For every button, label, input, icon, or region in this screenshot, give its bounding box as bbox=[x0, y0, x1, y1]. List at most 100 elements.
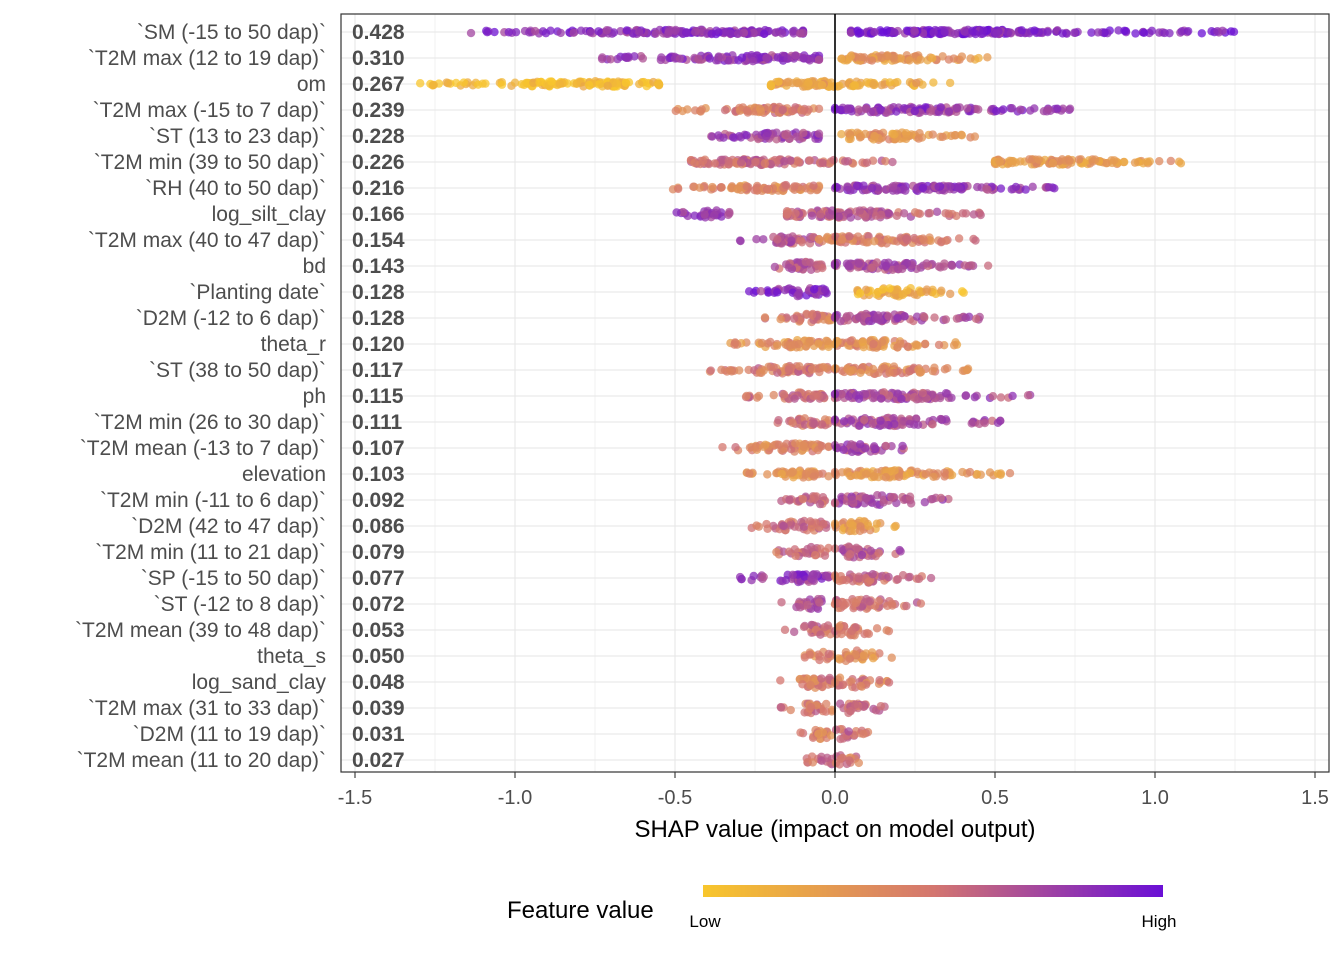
shap-point bbox=[760, 29, 769, 39]
shap-point bbox=[809, 285, 819, 294]
shap-point bbox=[961, 313, 970, 323]
shap-point bbox=[569, 28, 578, 37]
shap-point bbox=[749, 571, 758, 581]
shap-point bbox=[1229, 27, 1239, 37]
shap-point bbox=[854, 758, 864, 768]
shap-point bbox=[912, 78, 921, 88]
shap-point bbox=[859, 729, 868, 739]
shap-point bbox=[993, 418, 1003, 427]
shap-point bbox=[490, 27, 499, 37]
importance-value: 0.228 bbox=[352, 125, 405, 148]
shap-point bbox=[914, 574, 924, 584]
shap-point bbox=[982, 184, 991, 194]
shap-point bbox=[854, 259, 863, 268]
shap-point bbox=[826, 731, 836, 740]
shap-point bbox=[837, 544, 846, 553]
shap-point bbox=[1183, 26, 1193, 36]
shap-point bbox=[837, 235, 847, 244]
feature-label: `T2M min (-11 to 6 dap)` bbox=[100, 489, 326, 512]
shap-point bbox=[838, 753, 847, 763]
shap-point bbox=[892, 107, 901, 116]
shap-point bbox=[971, 236, 980, 245]
shap-point bbox=[788, 418, 797, 428]
shap-point bbox=[779, 390, 789, 399]
shap-point bbox=[817, 420, 827, 429]
shap-point bbox=[1100, 28, 1109, 37]
feature-row-points bbox=[705, 361, 973, 379]
shap-point bbox=[842, 575, 851, 585]
shap-point bbox=[913, 341, 923, 350]
shap-point bbox=[928, 54, 937, 63]
shap-point bbox=[845, 756, 854, 765]
shap-point bbox=[920, 312, 929, 322]
feature-label: log_silt_clay bbox=[212, 203, 327, 226]
shap-point bbox=[822, 699, 831, 709]
shap-point bbox=[852, 471, 861, 480]
shap-point bbox=[737, 574, 746, 584]
shap-point bbox=[861, 469, 871, 479]
shap-point bbox=[914, 394, 923, 404]
shap-point bbox=[824, 649, 833, 659]
shap-point bbox=[930, 313, 939, 322]
feature-row-points bbox=[741, 388, 1035, 404]
shap-point bbox=[807, 310, 817, 320]
shap-point bbox=[799, 522, 809, 532]
shap-point bbox=[635, 28, 644, 37]
feature-row-points bbox=[707, 128, 980, 144]
feature-label: `ST (38 to 50 dap)` bbox=[149, 359, 326, 382]
shap-point bbox=[965, 467, 975, 477]
importance-value: 0.103 bbox=[352, 463, 405, 486]
shap-point bbox=[824, 472, 833, 481]
shap-point bbox=[838, 598, 847, 607]
shap-point bbox=[876, 701, 886, 711]
shap-point bbox=[794, 78, 803, 88]
shap-point bbox=[724, 157, 733, 166]
shap-point bbox=[863, 238, 873, 247]
shap-point bbox=[773, 235, 782, 244]
shap-point bbox=[763, 286, 772, 295]
shap-point bbox=[730, 340, 739, 349]
shap-point bbox=[809, 472, 819, 481]
shap-point bbox=[429, 80, 438, 90]
shap-point bbox=[903, 342, 912, 351]
feature-row-points bbox=[747, 516, 900, 536]
shap-point bbox=[812, 570, 822, 579]
shap-point bbox=[934, 182, 943, 191]
shap-point bbox=[798, 680, 807, 689]
shap-point bbox=[628, 29, 638, 38]
shap-point bbox=[842, 312, 852, 321]
shap-point bbox=[969, 210, 978, 219]
shap-point bbox=[859, 702, 868, 712]
shap-point bbox=[881, 441, 891, 451]
shap-point bbox=[970, 393, 980, 402]
shap-point bbox=[1087, 28, 1096, 37]
shap-point bbox=[887, 492, 896, 502]
shap-point bbox=[958, 209, 968, 218]
shap-point bbox=[846, 706, 855, 716]
shap-point bbox=[960, 261, 969, 270]
shap-point bbox=[823, 336, 832, 346]
shap-point bbox=[674, 184, 683, 194]
shap-point bbox=[748, 56, 758, 66]
shap-point bbox=[1030, 26, 1039, 35]
feature-row-points bbox=[776, 699, 889, 718]
shap-point bbox=[936, 414, 945, 424]
shap-point bbox=[796, 728, 805, 737]
shap-point bbox=[905, 419, 914, 429]
feature-row-points bbox=[760, 309, 984, 327]
shap-point bbox=[940, 472, 949, 481]
shap-point bbox=[735, 236, 745, 245]
shap-point bbox=[938, 132, 947, 142]
shap-point bbox=[594, 27, 603, 36]
shap-point bbox=[905, 492, 915, 501]
shap-point bbox=[690, 211, 699, 220]
shap-point bbox=[936, 263, 945, 272]
shap-point bbox=[870, 237, 879, 246]
shap-point bbox=[814, 729, 823, 739]
data-points bbox=[415, 25, 1239, 769]
shap-point bbox=[878, 285, 887, 294]
importance-value: 0.154 bbox=[352, 229, 405, 252]
feature-label: `T2M min (26 to 30 dap)` bbox=[94, 411, 326, 434]
shap-point bbox=[955, 184, 964, 193]
shap-point bbox=[459, 78, 468, 87]
